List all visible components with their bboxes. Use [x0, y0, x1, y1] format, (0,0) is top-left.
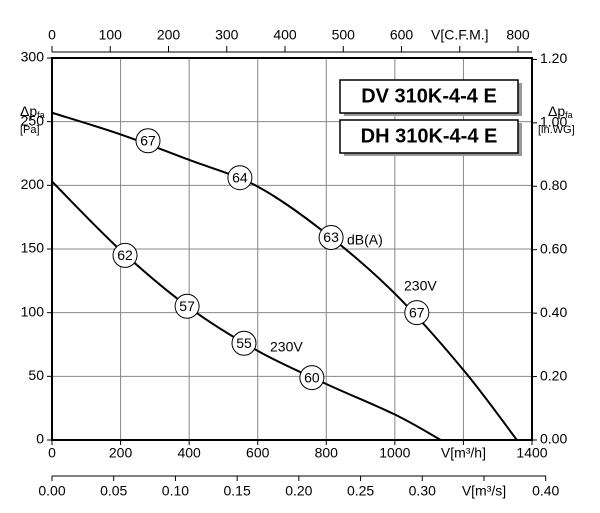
- bottom2-tick-label: 0.25: [347, 483, 374, 499]
- db-label: 62: [117, 247, 133, 263]
- x-tick-label: 0: [48, 445, 56, 461]
- top-tick-label: 300: [215, 27, 239, 43]
- db-marker: [112, 242, 138, 268]
- db-label: 63: [323, 229, 339, 245]
- bottom2-tick-label: 0.15: [224, 483, 251, 499]
- curve: [51, 111, 518, 441]
- annotation: 230V: [404, 278, 437, 294]
- db-marker: [231, 330, 257, 356]
- x-tick-label: 800: [315, 445, 339, 461]
- y2-label: Δpfa: [548, 103, 573, 121]
- annotation: 230V: [270, 339, 303, 355]
- x-tick-label: 1400: [516, 445, 547, 461]
- y2-tick-label: 0.20: [540, 367, 567, 383]
- db-marker: [135, 128, 161, 154]
- y2-tick-label: 0.00: [540, 431, 567, 447]
- y-tick-label: 250: [21, 112, 45, 128]
- y2-tick-label: 0.40: [540, 304, 567, 320]
- x-tick-label: 1000: [379, 445, 410, 461]
- bottom2-tick-label: 0.05: [100, 483, 127, 499]
- title: DV 310K-4-4 E: [361, 85, 497, 107]
- title-box: [339, 79, 519, 114]
- x-tick-label: V[m³/h]: [441, 445, 486, 461]
- bottom2-tick-label: 0.00: [38, 483, 65, 499]
- top-tick-label: V[C.F.M.]: [431, 27, 489, 43]
- top-tick-label: 800: [506, 27, 530, 43]
- y-tick-label: 0: [36, 431, 44, 447]
- top-tick-label: 600: [390, 27, 414, 43]
- x-tick-label: 400: [177, 445, 201, 461]
- top-tick-label: 200: [157, 27, 181, 43]
- db-marker: [318, 225, 344, 251]
- top-tick-label: 100: [99, 27, 123, 43]
- x-tick-label: 200: [109, 445, 133, 461]
- top-tick-label: 400: [273, 27, 297, 43]
- x-tick-label: 600: [246, 445, 270, 461]
- top-tick-label: 500: [332, 27, 356, 43]
- db-label: 67: [140, 132, 156, 148]
- y-tick-label: 300: [21, 49, 45, 65]
- bottom2-tick-label: 0.40: [532, 483, 559, 499]
- bottom2-tick-label: 0.20: [285, 483, 312, 499]
- bottom2-tick-label: V[m³/s]: [462, 483, 506, 499]
- y2-tick-label: 1.00: [540, 114, 567, 130]
- y2-tick-label: 0.80: [540, 177, 567, 193]
- db-marker: [404, 300, 430, 326]
- y-tick-label: 50: [28, 367, 44, 383]
- y2-tick-label: 1.20: [540, 50, 567, 66]
- y-tick-label: 100: [21, 303, 45, 319]
- db-label: 60: [304, 369, 320, 385]
- y-tick-label: 200: [21, 176, 45, 192]
- annotation: dB(A): [347, 232, 383, 248]
- y2-unit: [in.WG]: [538, 124, 575, 136]
- y-unit: [Pa]: [20, 124, 40, 136]
- y-label: Δpfa: [20, 103, 45, 121]
- db-marker: [227, 165, 253, 191]
- bottom2-tick-label: 0.10: [162, 483, 189, 499]
- db-label: 64: [232, 169, 248, 185]
- title: DH 310K-4-4 E: [361, 125, 498, 147]
- y2-tick-label: 0.60: [540, 240, 567, 256]
- plot-frame: [51, 57, 533, 441]
- title-box: [339, 119, 519, 154]
- db-marker: [174, 293, 200, 319]
- top-tick-label: 0: [48, 27, 56, 43]
- db-marker: [299, 365, 325, 391]
- bottom2-tick-label: 0.30: [409, 483, 436, 499]
- y-tick-label: 150: [21, 240, 45, 256]
- curve: [51, 180, 442, 441]
- db-label: 55: [236, 335, 252, 351]
- db-label: 67: [409, 304, 425, 320]
- db-label: 57: [179, 298, 195, 314]
